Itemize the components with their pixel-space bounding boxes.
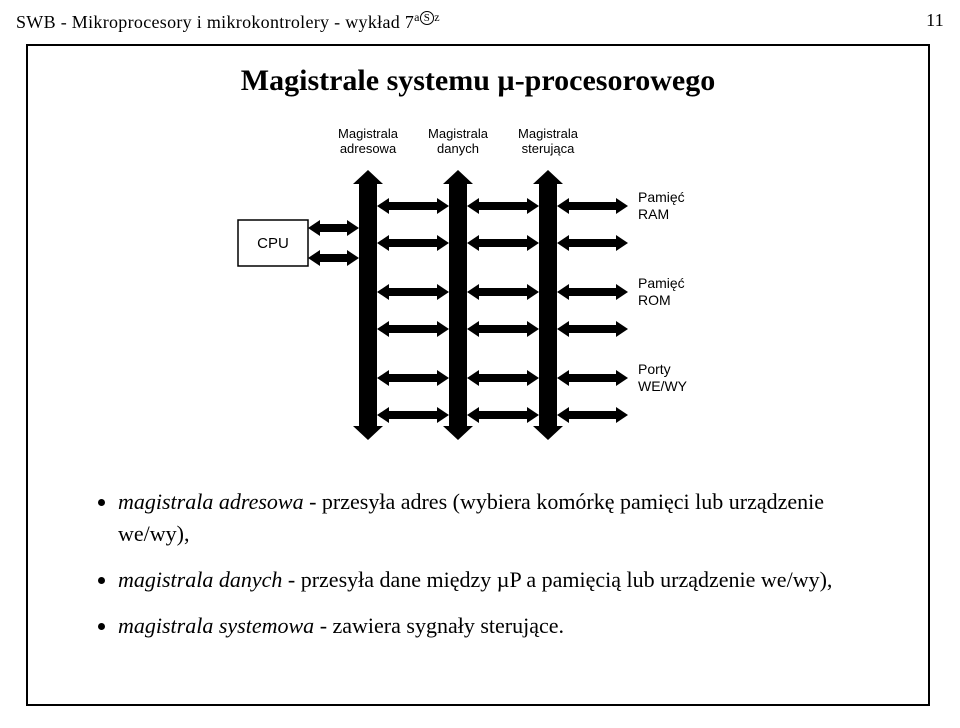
svg-text:WE/WY: WE/WY	[638, 378, 688, 394]
header-left: SWB - Mikroprocesory i mikrokontrolery -…	[16, 10, 440, 33]
bullet-item: magistrala danych - przesyła dane między…	[118, 564, 868, 596]
header-sup-s: S	[420, 11, 434, 25]
svg-text:Pamięć: Pamięć	[638, 189, 685, 205]
header-text: SWB - Mikroprocesory i mikrokontrolery -…	[16, 12, 414, 32]
content-frame: Magistrale systemu µ-procesorowego Magis…	[26, 44, 930, 706]
bullet-item: magistrala adresowa - przesyła adres (wy…	[118, 486, 868, 550]
svg-text:danych: danych	[437, 141, 479, 156]
svg-text:adresowa: adresowa	[340, 141, 397, 156]
svg-text:Magistrala: Magistrala	[518, 126, 579, 141]
bullet-term: magistrala systemowa	[118, 613, 314, 638]
header-sup-z: z	[434, 10, 440, 24]
bullet-list: magistrala adresowa - przesyła adres (wy…	[88, 486, 868, 656]
bullet-rest: - zawiera sygnały sterujące.	[314, 613, 564, 638]
bullet-rest: - przesyła dane między µP a pamięcią lub…	[282, 567, 832, 592]
svg-text:Magistrala: Magistrala	[338, 126, 399, 141]
svg-text:Pamięć: Pamięć	[638, 275, 685, 291]
svg-text:CPU: CPU	[257, 235, 289, 252]
page-title: Magistrale systemu µ-procesorowego	[28, 64, 928, 98]
svg-text:sterująca: sterująca	[522, 141, 576, 156]
svg-text:ROM: ROM	[638, 292, 671, 308]
svg-text:Magistrala: Magistrala	[428, 126, 489, 141]
header-sup-a: a	[414, 10, 420, 24]
bullet-term: magistrala adresowa	[118, 489, 304, 514]
page-header: SWB - Mikroprocesory i mikrokontrolery -…	[16, 10, 944, 33]
bullet-term: magistrala danych	[118, 567, 282, 592]
svg-text:Porty: Porty	[638, 361, 671, 377]
bus-diagram: MagistralaadresowaMagistraladanychMagist…	[228, 120, 728, 450]
bullet-item: magistrala systemowa - zawiera sygnały s…	[118, 610, 868, 642]
page: SWB - Mikroprocesory i mikrokontrolery -…	[0, 0, 960, 728]
page-number: 11	[926, 10, 944, 31]
svg-text:RAM: RAM	[638, 206, 669, 222]
